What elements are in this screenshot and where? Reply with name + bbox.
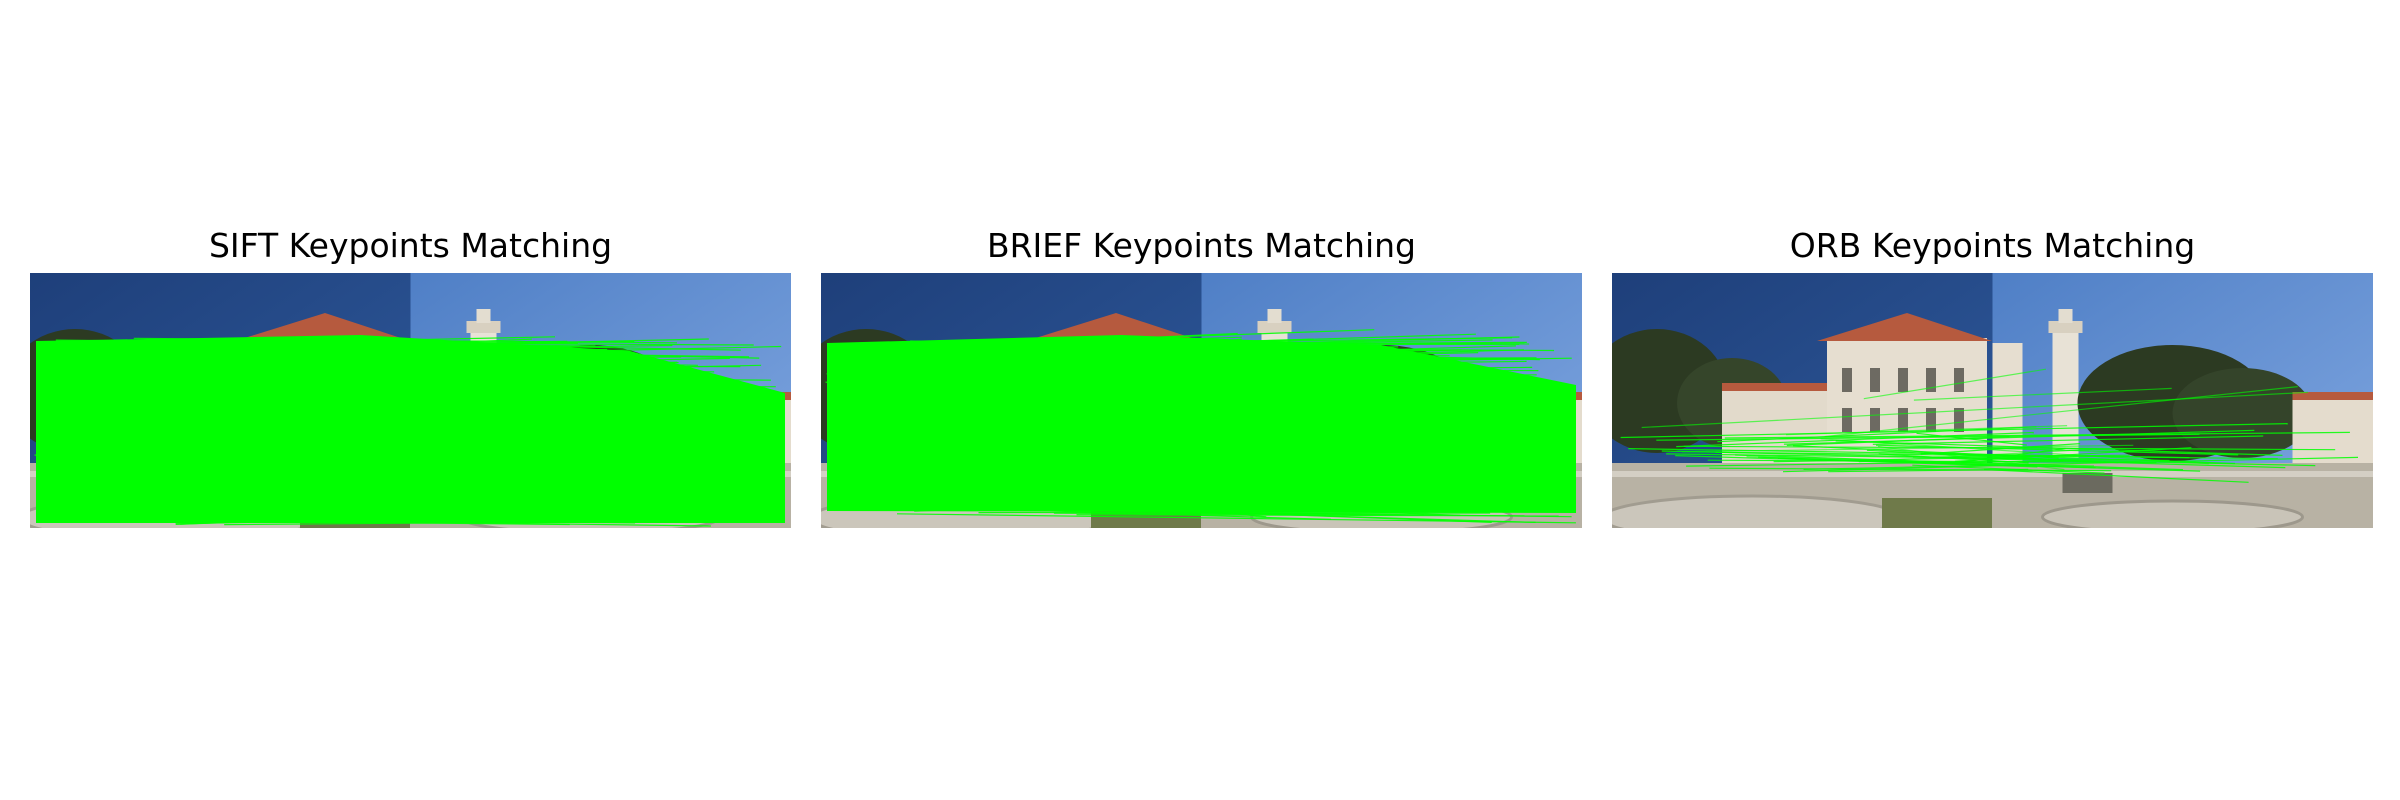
sift-matching-image xyxy=(30,273,791,528)
brief-matching-image xyxy=(821,273,1582,528)
match-lines xyxy=(34,336,785,527)
brief-panel: BRIEF Keypoints Matching xyxy=(821,220,1582,530)
sift-panel: SIFT Keypoints Matching xyxy=(30,220,791,530)
match-lines xyxy=(825,329,1576,524)
orb-panel-title: ORB Keypoints Matching xyxy=(1789,226,2196,265)
brief-panel-title: BRIEF Keypoints Matching xyxy=(986,226,1417,265)
sift-panel-title: SIFT Keypoints Matching xyxy=(208,226,613,265)
match-lines-sparse xyxy=(1641,368,2309,471)
orb-matching-image xyxy=(1612,273,2373,528)
scene-photo xyxy=(1612,273,2373,528)
orb-panel: ORB Keypoints Matching xyxy=(1612,220,2373,530)
